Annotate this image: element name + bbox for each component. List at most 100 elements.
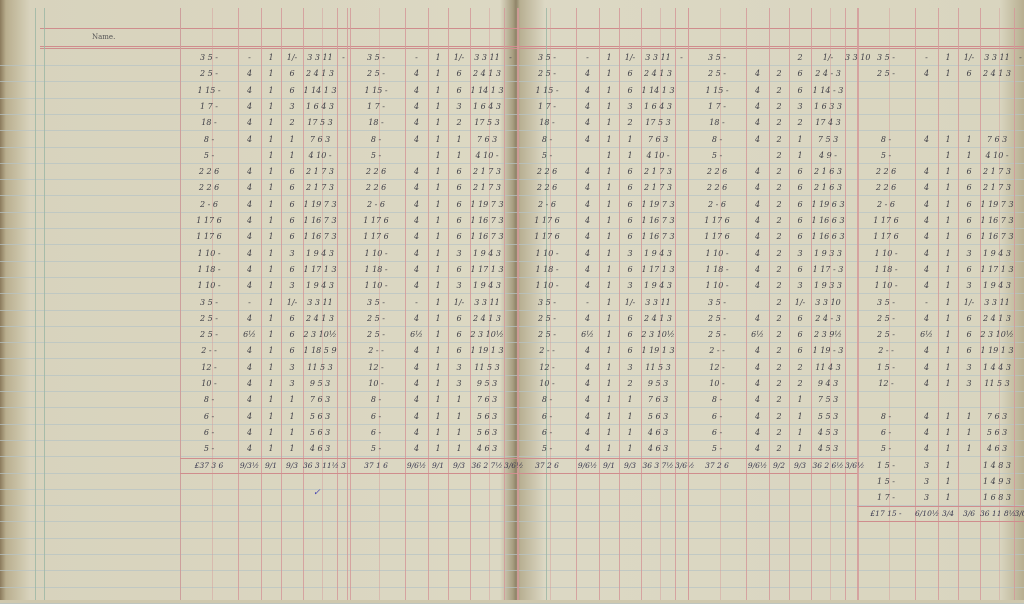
wage-cell: 5 6 3 bbox=[476, 411, 498, 421]
column-header bbox=[641, 30, 675, 46]
wage-cell: 2 4 1 3 bbox=[473, 69, 501, 79]
wage-cell: 7 6 3 bbox=[309, 395, 331, 405]
wage-cell: 4 bbox=[584, 379, 591, 388]
total-cell: 9/2 bbox=[772, 460, 786, 470]
wage-cell: 1 10 - bbox=[364, 248, 388, 258]
wage-cell: 1/- bbox=[963, 53, 975, 62]
wage-cell: - bbox=[680, 53, 683, 62]
column-rule bbox=[303, 8, 304, 600]
wage-cell: 4 bbox=[584, 167, 591, 177]
column-rule bbox=[938, 8, 939, 600]
wage-cell: - bbox=[415, 297, 418, 307]
wage-cell: 5 - bbox=[711, 150, 723, 160]
wage-cell: 3 5 - bbox=[367, 53, 385, 62]
wage-cell: 1 bbox=[268, 167, 274, 177]
wage-cell: 8 - bbox=[541, 134, 553, 144]
column-header bbox=[470, 30, 504, 46]
wage-cell: 6 bbox=[289, 330, 295, 340]
wage-cell: 6 bbox=[289, 69, 295, 79]
wage-cell: 6 bbox=[627, 183, 633, 193]
wage-cell: 6 bbox=[627, 264, 633, 274]
wage-cell: 1 14 1 3 bbox=[470, 85, 504, 95]
wage-cell: 2 5 - bbox=[877, 69, 895, 79]
total-cell: 9/3 bbox=[452, 460, 466, 470]
wage-cell: 4 bbox=[246, 69, 253, 79]
wage-cell: 1 bbox=[627, 134, 633, 144]
column-subrule bbox=[998, 8, 1000, 600]
wage-cell: 5 - bbox=[880, 444, 892, 454]
wage-cell: 4 bbox=[584, 444, 591, 454]
wage-cell: 4 bbox=[246, 362, 253, 372]
wage-cell: 6 bbox=[456, 199, 462, 209]
wage-cell: 3 5 - bbox=[538, 297, 556, 307]
wage-cell: 1 bbox=[627, 150, 633, 160]
row-rule bbox=[0, 554, 1024, 555]
column-rule bbox=[769, 8, 770, 600]
wage-cell: 1 17 1 3 bbox=[303, 264, 337, 274]
wage-cell: 1 17 6 bbox=[363, 232, 389, 242]
wage-cell: 4 bbox=[754, 85, 761, 95]
total-rule bbox=[688, 472, 858, 474]
wage-cell: 1 bbox=[606, 69, 612, 79]
wage-cell: 1 10 - bbox=[535, 248, 559, 258]
wage-cell: 4 bbox=[413, 232, 420, 242]
wage-cell: 8 - bbox=[370, 395, 382, 405]
wage-cell: 4 bbox=[923, 134, 930, 144]
wage-cell: 6 bbox=[966, 313, 972, 323]
wage-cell: 4 bbox=[584, 411, 591, 421]
wage-cell: 2 bbox=[797, 379, 803, 388]
total-cell: 3 bbox=[341, 460, 346, 470]
column-subrule bbox=[829, 8, 831, 600]
wage-cell: 3 bbox=[797, 281, 803, 291]
wage-cell: 1 bbox=[435, 134, 441, 144]
wage-cell: 1 bbox=[797, 150, 803, 160]
wage-cell: 5 - bbox=[370, 150, 382, 160]
wage-cell: 3 5 - bbox=[877, 297, 895, 307]
wage-cell: 11 5 3 bbox=[474, 362, 500, 372]
wage-cell: 8 - bbox=[203, 395, 215, 405]
wage-cell: 3 bbox=[456, 101, 462, 111]
column-header bbox=[675, 30, 688, 46]
wage-cell: 4 bbox=[246, 379, 253, 388]
margin-rule bbox=[546, 8, 547, 600]
column-rule bbox=[518, 8, 519, 600]
wage-cell: 8 - bbox=[880, 134, 892, 144]
wage-cell: 1 bbox=[797, 444, 803, 454]
wage-cell: 6½ bbox=[243, 330, 256, 340]
wage-cell: 17 5 3 bbox=[474, 118, 500, 128]
check-mark: ✓ bbox=[313, 488, 321, 498]
wage-cell: 4 bbox=[923, 427, 930, 437]
wage-cell: 6 bbox=[456, 232, 462, 242]
wage-cell: 4 6 3 bbox=[476, 444, 498, 454]
wage-cell: 4 bbox=[923, 379, 930, 388]
total-cell: 9/6½ bbox=[406, 460, 427, 470]
wage-cell: 1 bbox=[289, 444, 295, 454]
wage-cell: 1 9 4 3 bbox=[644, 248, 672, 258]
wage-cell: 4 bbox=[413, 248, 420, 258]
wage-cell: 1 16 6 3 bbox=[811, 216, 845, 225]
wage-cell: 2 bbox=[776, 395, 782, 405]
wage-cell: 1 14 1 3 bbox=[641, 85, 675, 95]
wage-cell: 6 bbox=[289, 216, 295, 225]
column-rule bbox=[350, 8, 351, 600]
wage-cell: 4 bbox=[413, 85, 420, 95]
wage-cell: 9 5 3 bbox=[476, 379, 498, 388]
wage-cell: 4 bbox=[754, 232, 761, 242]
row-rule bbox=[0, 423, 1024, 425]
wage-cell: 1 bbox=[627, 444, 633, 454]
row-rule bbox=[0, 537, 1024, 539]
wage-cell: 4 bbox=[413, 118, 420, 128]
column-rule bbox=[858, 8, 859, 600]
wage-cell: 4 bbox=[413, 69, 420, 79]
wage-cell: 1 bbox=[435, 427, 441, 437]
wage-cell: 1 bbox=[289, 411, 295, 421]
wage-cell: 1 7 - bbox=[708, 101, 726, 111]
total-cell: 37 2 6 bbox=[705, 460, 729, 470]
wage-cell: 3 5 - bbox=[200, 53, 218, 62]
header-rule bbox=[40, 28, 1024, 29]
wage-cell: 1 15 - bbox=[535, 85, 559, 95]
wage-cell: - bbox=[509, 53, 512, 62]
wage-cell: 3 3 11 bbox=[984, 297, 1010, 307]
wage-cell: 1 7 - bbox=[200, 101, 218, 111]
